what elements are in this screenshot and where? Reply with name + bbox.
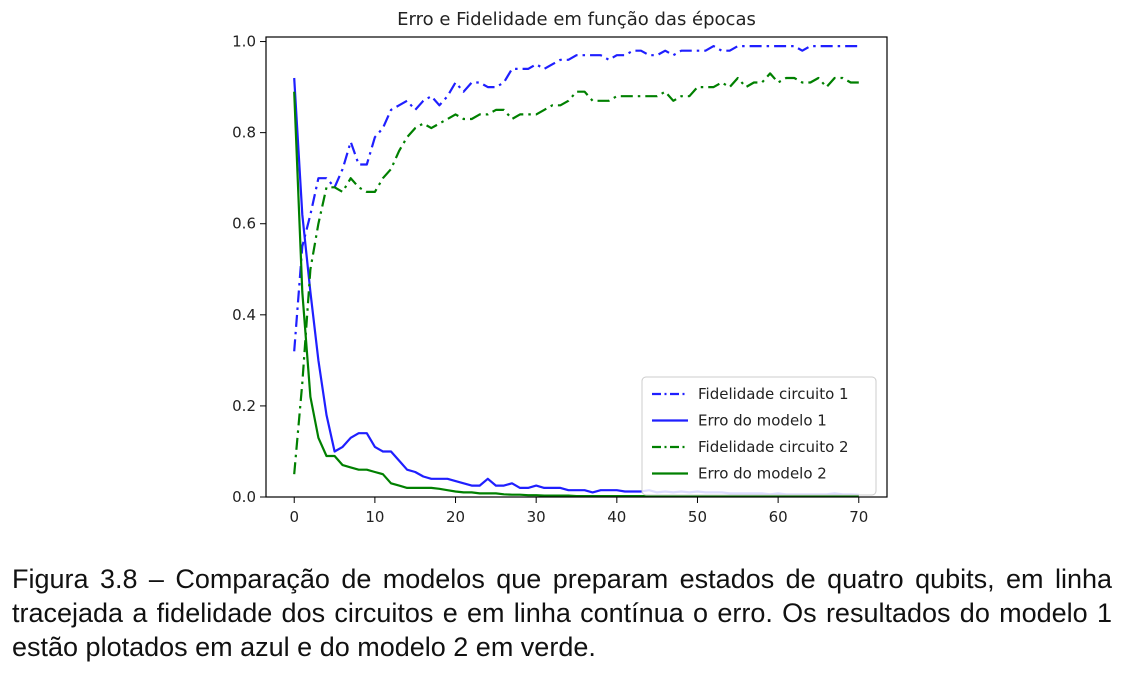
chart-title: Erro e Fidelidade em função das épocas — [397, 9, 756, 30]
series-line-1 — [293, 44, 859, 352]
x-tick-label: 10 — [365, 508, 384, 526]
x-tick-label: 40 — [607, 508, 626, 526]
y-tick-label: 1.0 — [232, 33, 256, 51]
y-tick-label: 0.6 — [232, 215, 256, 233]
y-tick-label: 0.8 — [232, 124, 256, 142]
legend-box — [641, 376, 877, 496]
x-tick-label: 20 — [446, 508, 465, 526]
chart: Erro e Fidelidade em função das épocas 0… — [232, 9, 888, 526]
legend-label-3: Fidelidade circuito 2 — [698, 438, 849, 456]
legend: Fidelidade circuito 1 Erro do modelo 1 Fid… — [641, 376, 877, 496]
figure-caption: Figura 3.8 – Comparação de modelos que p… — [12, 564, 1112, 662]
x-tick-label: 60 — [769, 508, 788, 526]
legend-label-1: Fidelidade circuito 1 — [698, 385, 849, 403]
x-tick-label: 0 — [289, 508, 299, 526]
plot-frame — [265, 36, 888, 498]
y-tick-label: 0.0 — [232, 488, 256, 506]
x-tick-label: 50 — [688, 508, 707, 526]
x-tick-label: 70 — [849, 508, 868, 526]
series-line-4 — [293, 91, 859, 498]
legend-label-4: Erro do modelo 2 — [698, 465, 827, 483]
y-tick-label: 0.4 — [232, 306, 256, 324]
series-line-3 — [293, 72, 859, 475]
axes: 0 10 20 30 40 50 60 70 0.0 0.2 0.4 0.6 0.8 1.0 — [232, 33, 888, 526]
y-tick-label: 0.2 — [232, 397, 256, 415]
x-tick-label: 30 — [527, 508, 546, 526]
legend-label-2: Erro do modelo 1 — [698, 412, 827, 430]
